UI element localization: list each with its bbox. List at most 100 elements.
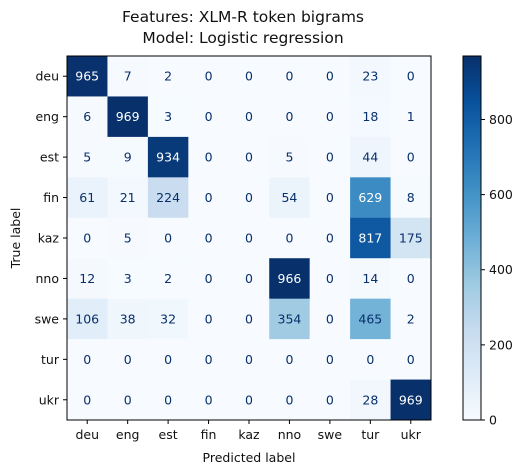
heatmap-cell bbox=[147, 298, 189, 340]
heatmap-cell bbox=[107, 177, 149, 219]
y-tick-label: ukr bbox=[39, 392, 60, 407]
cell-value-label: 0 bbox=[326, 392, 334, 407]
heatmap-cell bbox=[188, 258, 230, 300]
cell-value-label: 0 bbox=[245, 352, 253, 367]
heatmap-cell bbox=[390, 177, 432, 219]
heatmap-cell bbox=[228, 298, 270, 340]
heatmap-cell bbox=[107, 379, 149, 421]
cell-value-label: 465 bbox=[358, 311, 382, 326]
cell-value-label: 0 bbox=[205, 352, 213, 367]
y-tick-label: nno bbox=[36, 271, 60, 286]
cell-value-label: 0 bbox=[326, 271, 334, 286]
heatmap-cell bbox=[188, 298, 230, 340]
heatmap-cell bbox=[67, 56, 108, 97]
x-axis-ticks: deu eng est fin kaz nno swe tur ukr bbox=[75, 420, 422, 442]
heatmap-cell bbox=[390, 56, 432, 97]
heatmap-cell bbox=[350, 217, 392, 259]
cell-value-label: 0 bbox=[366, 352, 374, 367]
heatmap-cell bbox=[350, 136, 392, 178]
heatmap-cell bbox=[107, 339, 149, 381]
heatmap-cell bbox=[269, 96, 311, 138]
cell-value-label: 14 bbox=[362, 271, 378, 286]
cell-value-label: 0 bbox=[326, 352, 334, 367]
cell-value-label: 0 bbox=[285, 352, 293, 367]
heatmap-cell bbox=[309, 96, 351, 138]
cell-value-label: 18 bbox=[362, 109, 378, 124]
x-tick-label: deu bbox=[75, 427, 99, 442]
chart-title-line-2: Model: Logistic regression bbox=[142, 29, 344, 47]
cell-value-label: 2 bbox=[164, 271, 172, 286]
heatmap-cell bbox=[107, 217, 149, 259]
cell-value-label: 0 bbox=[245, 392, 253, 407]
cell-value-label: 38 bbox=[120, 311, 136, 326]
heatmap-cell bbox=[228, 217, 270, 259]
heatmap-cell bbox=[390, 298, 432, 340]
colorbar-tick-label: 400 bbox=[489, 262, 513, 277]
cell-value-label: 0 bbox=[205, 150, 213, 165]
heatmap-cells bbox=[67, 56, 432, 421]
heatmap-cell bbox=[269, 136, 311, 178]
heatmap-cell bbox=[269, 177, 311, 219]
cell-value-label: 0 bbox=[164, 392, 172, 407]
heatmap-cell bbox=[309, 298, 351, 340]
heatmap-cell bbox=[309, 339, 351, 381]
x-tick-label: eng bbox=[116, 427, 140, 442]
cell-value-label: 0 bbox=[83, 392, 91, 407]
cell-value-label: 0 bbox=[205, 231, 213, 246]
cell-value-label: 0 bbox=[285, 69, 293, 84]
heatmap-cell bbox=[67, 258, 108, 300]
cell-value-label: 0 bbox=[245, 271, 253, 286]
cell-value-label: 0 bbox=[245, 109, 253, 124]
cell-value-label: 629 bbox=[358, 190, 382, 205]
x-tick-label: est bbox=[159, 427, 178, 442]
cell-value-label: 32 bbox=[160, 311, 176, 326]
cell-value-label: 0 bbox=[407, 352, 415, 367]
heatmap-cell bbox=[67, 136, 108, 178]
heatmap-cell bbox=[228, 177, 270, 219]
heatmap-cell bbox=[67, 379, 108, 421]
cell-value-label: 3 bbox=[124, 271, 132, 286]
cell-value-label: 0 bbox=[407, 150, 415, 165]
heatmap-cell bbox=[390, 379, 432, 421]
heatmap-cell bbox=[309, 136, 351, 178]
colorbar-tick-label: 800 bbox=[489, 112, 513, 127]
heatmap-cell bbox=[350, 298, 392, 340]
y-tick-label: tur bbox=[41, 352, 60, 367]
heatmap-cell bbox=[269, 217, 311, 259]
heatmap-cell bbox=[107, 96, 149, 138]
cell-value-label: 2 bbox=[407, 311, 415, 326]
heatmap-cell bbox=[350, 379, 392, 421]
colorbar-tick-label: 200 bbox=[489, 337, 513, 352]
cell-value-label: 21 bbox=[120, 190, 136, 205]
heatmap-cell bbox=[107, 298, 149, 340]
cell-value-label: 0 bbox=[326, 69, 334, 84]
heatmap-cell bbox=[67, 177, 108, 219]
cell-value-label: 6 bbox=[83, 109, 91, 124]
x-tick-label: tur bbox=[361, 427, 380, 442]
cell-value-label: 175 bbox=[399, 231, 423, 246]
cell-value-label: 966 bbox=[278, 271, 302, 286]
y-tick-label: fin bbox=[43, 190, 59, 205]
cell-value-label: 54 bbox=[281, 190, 297, 205]
cell-value-label: 0 bbox=[326, 109, 334, 124]
heatmap-cell bbox=[228, 379, 270, 421]
cell-value-label: 0 bbox=[326, 311, 334, 326]
heatmap-cell bbox=[107, 136, 149, 178]
cell-value-label: 0 bbox=[407, 69, 415, 84]
cell-value-label: 0 bbox=[245, 190, 253, 205]
cell-value-label: 0 bbox=[326, 190, 334, 205]
heatmap-cell bbox=[309, 217, 351, 259]
heatmap-cell bbox=[269, 258, 311, 300]
heatmap-cell bbox=[269, 298, 311, 340]
cell-value-label: 0 bbox=[326, 231, 334, 246]
x-tick-label: swe bbox=[318, 427, 343, 442]
heatmap-cell bbox=[67, 217, 108, 259]
y-axis-ticks: deu eng est fin kaz nno swe tur ukr bbox=[35, 69, 67, 407]
heatmap-cell bbox=[147, 339, 189, 381]
heatmap-cell bbox=[107, 258, 149, 300]
y-axis-label: True label bbox=[8, 208, 23, 270]
y-tick-label: deu bbox=[35, 69, 59, 84]
heatmap-cell bbox=[107, 56, 149, 97]
cell-value-label: 969 bbox=[116, 109, 140, 124]
